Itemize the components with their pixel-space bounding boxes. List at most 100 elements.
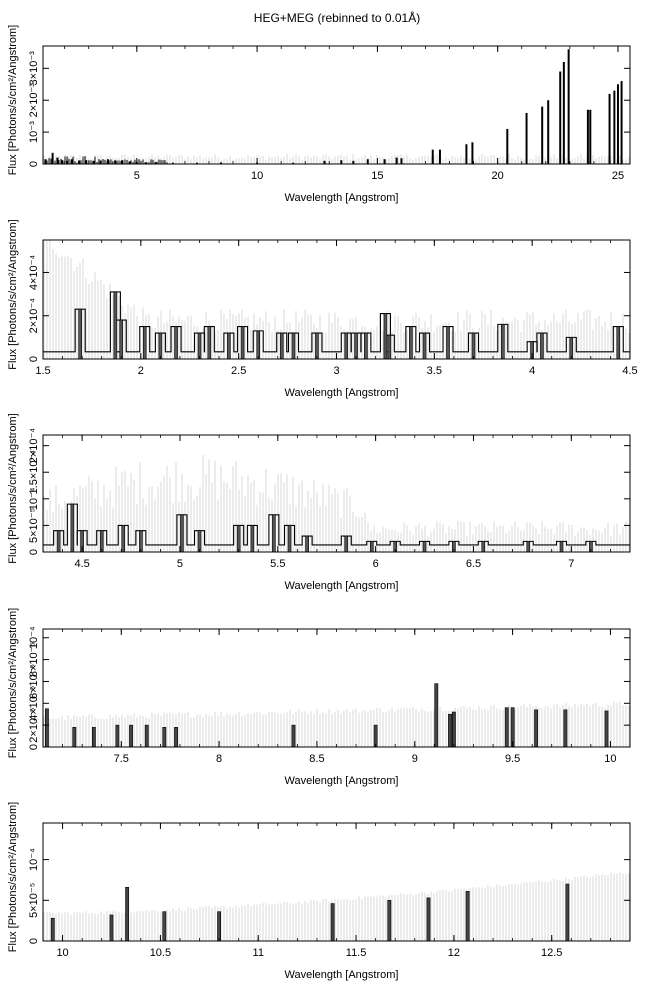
y-axis: 0 5×10⁻⁵10⁻⁴1.5×10⁻⁴2×10⁻⁴ xyxy=(28,428,630,555)
panel-2: 1.5 2 2.5 3 3.5 4 4.5 0 2×10⁻⁴ 4×10⁻⁴ Wavelength [… xyxy=(7,219,638,399)
data-bar xyxy=(142,326,147,360)
data-bar xyxy=(287,525,292,553)
y-axis-label: Flux [Photons/s/cm²/Angstrom] xyxy=(7,25,19,175)
data-bar xyxy=(504,707,509,748)
x-tick-label: 5 xyxy=(134,170,140,182)
panel-5: 10 10.5 11 11.5 12 12.5 0 5×10⁻⁵ 10⁻⁴ Wavelength … xyxy=(7,802,631,981)
x-axis: 5 10 15 20 25 xyxy=(64,46,624,182)
data-bar xyxy=(158,332,163,360)
x-tick-label: 5.5 xyxy=(270,558,285,570)
data-bar xyxy=(174,326,178,360)
data-bar xyxy=(344,332,349,360)
x-tick-label: 11 xyxy=(253,947,264,959)
x-tick-label: 11.5 xyxy=(346,947,367,959)
panel-3: 4.5 5 5.5 6 6.5 7 0 5×10⁻⁵10⁻⁴1.5×10⁻⁴2×10⁻⁴ Wav… xyxy=(7,413,631,592)
x-tick-label: 15 xyxy=(371,170,383,182)
error-bars xyxy=(43,872,630,941)
data-bar xyxy=(109,914,114,942)
y-axis: 02×10⁻⁵4×10⁻⁵6×10⁻⁵8×10⁻⁵10⁻⁴ xyxy=(28,626,630,750)
data-bar xyxy=(446,326,450,360)
data-bar xyxy=(540,332,544,360)
x-axis: 10 10.5 11 11.5 12 12.5 xyxy=(42,823,631,959)
x-tick-label: 5 xyxy=(177,558,183,570)
data-bar xyxy=(129,724,133,748)
plot-frame xyxy=(42,45,631,165)
y-tick-label: 2×10⁻⁴ xyxy=(28,428,40,464)
y-tick-label: 10⁻⁴ xyxy=(28,848,40,871)
data-bar xyxy=(330,903,335,942)
x-axis-label: Wavelength [Angstrom] xyxy=(285,387,399,399)
data-bar xyxy=(197,332,202,360)
data-bar xyxy=(50,917,55,942)
y-tick-label: 6×10⁻⁵ xyxy=(28,664,40,699)
data-bar xyxy=(113,291,118,360)
x-tick-label: 2 xyxy=(138,365,144,377)
data-bar xyxy=(236,525,241,553)
data-bar xyxy=(139,530,143,553)
data-bar xyxy=(45,708,49,748)
x-tick-label: 8 xyxy=(216,753,222,765)
data-bar xyxy=(387,900,392,942)
data-bar xyxy=(448,713,452,748)
x-tick-label: 7.5 xyxy=(114,753,129,765)
data-bar xyxy=(162,911,167,942)
y-axis: 0 5×10⁻⁵ 10⁻⁴ xyxy=(28,848,630,944)
y-axis-label: Flux [Photons/s/cm²/Angstrom] xyxy=(7,802,19,952)
y-tick-label: 5×10⁻⁵ xyxy=(28,883,40,918)
y-tick-label: 8×10⁻⁵ xyxy=(28,642,40,677)
x-tick-label: 10.5 xyxy=(150,947,171,959)
y-tick-label: 2×10⁻³ xyxy=(28,83,40,118)
y-tick-label: 10⁻⁴ xyxy=(28,626,40,649)
data-bar xyxy=(272,514,276,553)
data-bar xyxy=(119,319,124,360)
data-bar xyxy=(434,683,439,748)
y-tick-label: 0 xyxy=(28,161,40,167)
y-axis-label: Flux [Photons/s/cm²/Angstrom] xyxy=(7,608,19,758)
step-line xyxy=(43,291,630,353)
panel-4: 7.5 8 8.5 9 9.5 10 02×10⁻⁵4×10⁻⁵6×10⁻⁵8×10⁻⁵10… xyxy=(7,608,631,787)
series xyxy=(45,683,609,748)
x-axis-label: Wavelength [Angstrom] xyxy=(285,192,399,204)
data-bar xyxy=(180,514,184,553)
x-axis-label: Wavelength [Angstrom] xyxy=(285,969,399,981)
x-tick-label: 9.5 xyxy=(505,753,520,765)
data-bar xyxy=(616,326,621,360)
data-bar xyxy=(426,897,431,942)
data-bar xyxy=(526,541,531,553)
y-tick-label: 4×10⁻⁴ xyxy=(28,255,40,291)
x-tick-label: 25 xyxy=(612,170,624,182)
data-bar xyxy=(115,724,120,748)
data-bar xyxy=(387,334,392,360)
data-bar xyxy=(174,727,178,748)
y-tick-label: 2×10⁻⁵ xyxy=(28,708,40,743)
data-bar xyxy=(471,332,476,360)
y-tick-label: 5×10⁻⁵ xyxy=(28,508,40,543)
x-tick-label: 1.5 xyxy=(35,365,50,377)
x-tick-label: 4 xyxy=(529,365,535,377)
x-tick-label: 20 xyxy=(492,170,504,182)
x-tick-label: 8.5 xyxy=(309,753,324,765)
x-tick-label: 12 xyxy=(448,947,460,959)
data-bar xyxy=(121,525,126,553)
y-tick-label: 10⁻³ xyxy=(28,121,40,143)
data-bar xyxy=(291,332,296,360)
y-tick-label: 1.5×10⁻⁴ xyxy=(28,450,40,495)
x-tick-label: 4.5 xyxy=(74,558,89,570)
data-bar xyxy=(422,541,427,553)
step-line xyxy=(43,503,630,546)
data-bar xyxy=(409,326,413,360)
x-tick-label: 6.5 xyxy=(466,558,481,570)
series xyxy=(44,49,623,164)
data-bar xyxy=(72,727,77,748)
x-axis: 4.5 5 5.5 6 6.5 7 xyxy=(42,435,631,570)
x-axis-label: Wavelength [Angstrom] xyxy=(285,580,399,592)
data-bar xyxy=(565,883,570,942)
data-bar xyxy=(125,886,130,942)
data-bar xyxy=(144,724,149,748)
series xyxy=(43,291,630,360)
data-bar xyxy=(250,525,255,553)
data-bar xyxy=(227,332,231,360)
data-bar xyxy=(291,724,296,748)
